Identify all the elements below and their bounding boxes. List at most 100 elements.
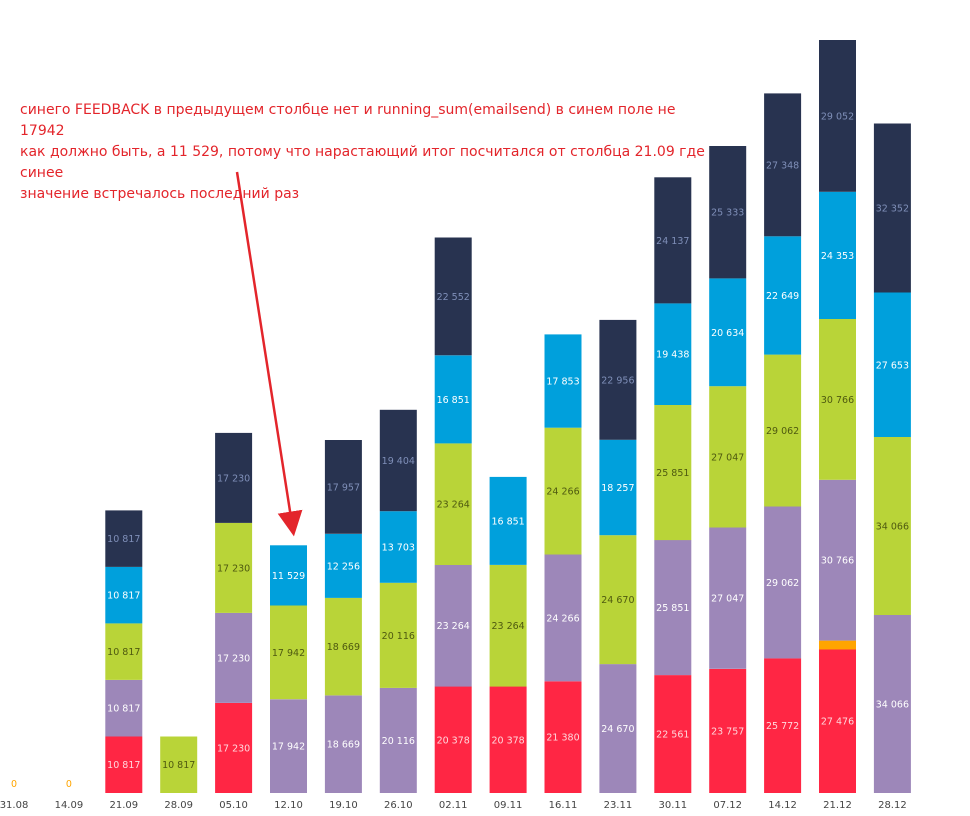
data-label: 20 634 bbox=[711, 328, 744, 339]
data-label: 24 137 bbox=[656, 236, 689, 247]
bar-segment bbox=[215, 612, 253, 703]
bar-segment bbox=[434, 443, 472, 565]
x-tick-label: 23.11 bbox=[604, 800, 633, 811]
bar-segment bbox=[379, 687, 417, 793]
bar-segment bbox=[434, 237, 472, 356]
bar-segment bbox=[873, 292, 911, 437]
x-tick-label: 21.09 bbox=[109, 800, 138, 811]
bar-segment bbox=[709, 278, 747, 387]
data-label: 25 333 bbox=[711, 208, 744, 219]
x-tick-label: 14.12 bbox=[768, 800, 797, 811]
bar-segment bbox=[105, 623, 143, 680]
bar-segment bbox=[654, 675, 692, 793]
data-label: 10 817 bbox=[107, 704, 140, 715]
data-label: 10 817 bbox=[107, 534, 140, 545]
data-label: 17 942 bbox=[272, 742, 305, 753]
bar-segment bbox=[764, 354, 802, 507]
data-label: 27 047 bbox=[711, 452, 744, 463]
data-label: 23 264 bbox=[437, 621, 470, 632]
x-tick-label: 12.10 bbox=[274, 800, 303, 811]
bar-segment bbox=[764, 236, 802, 355]
bar-segment bbox=[544, 554, 582, 682]
data-label: 34 066 bbox=[876, 700, 909, 711]
data-label: 16 851 bbox=[491, 516, 524, 527]
data-label: 17 942 bbox=[272, 648, 305, 659]
x-tick-label: 31.08 bbox=[0, 800, 28, 811]
bar-segment bbox=[270, 605, 307, 700]
x-tick-label: 19.10 bbox=[329, 800, 358, 811]
data-label: 22 561 bbox=[656, 730, 689, 741]
data-label: 12 256 bbox=[327, 561, 360, 572]
bar-segment bbox=[654, 405, 692, 541]
data-label: 24 670 bbox=[601, 724, 634, 735]
data-label: 29 052 bbox=[821, 111, 854, 122]
bar-segment bbox=[654, 303, 692, 405]
data-label: 30 766 bbox=[821, 395, 854, 406]
data-label: 20 378 bbox=[491, 735, 524, 746]
bar-segment bbox=[709, 668, 747, 793]
data-label: 23 757 bbox=[711, 726, 744, 737]
x-tick-label: 14.09 bbox=[55, 800, 84, 811]
bar-segment bbox=[434, 565, 472, 687]
data-label: 27 047 bbox=[711, 594, 744, 605]
data-label: 24 353 bbox=[821, 251, 854, 262]
data-label: 23 264 bbox=[491, 621, 524, 632]
data-label: 21 380 bbox=[546, 733, 579, 744]
bar-segment bbox=[819, 191, 856, 319]
bar-segment bbox=[379, 409, 417, 512]
data-label: 16 851 bbox=[437, 395, 470, 406]
bar-segment bbox=[819, 40, 856, 192]
x-tick-label: 26.10 bbox=[384, 800, 413, 811]
annotation-line: как должно быть, а 11 529, потому что на… bbox=[20, 144, 705, 181]
bar-segment bbox=[324, 597, 362, 696]
bar-segment bbox=[324, 533, 362, 598]
bar-segment bbox=[105, 510, 143, 567]
data-label: 25 851 bbox=[656, 603, 689, 614]
data-label: 25 772 bbox=[766, 721, 799, 732]
data-label: 25 851 bbox=[656, 468, 689, 479]
x-tick-label: 09.11 bbox=[494, 800, 523, 811]
bar-segment bbox=[873, 615, 911, 793]
data-label: 23 264 bbox=[437, 500, 470, 511]
bar-segment bbox=[215, 522, 253, 613]
data-label: 27 348 bbox=[766, 160, 799, 171]
data-label: 10 817 bbox=[107, 647, 140, 658]
data-label: 17 853 bbox=[546, 377, 579, 388]
data-label: 27 476 bbox=[821, 717, 854, 728]
data-label: 20 116 bbox=[382, 631, 415, 642]
bar-segment bbox=[434, 686, 472, 793]
data-label: 29 062 bbox=[766, 426, 799, 437]
data-label: 10 817 bbox=[162, 760, 195, 771]
bar-segment bbox=[105, 566, 143, 624]
data-label: 17 230 bbox=[217, 654, 250, 665]
data-label: 22 649 bbox=[766, 291, 799, 302]
data-label: 17 230 bbox=[217, 473, 250, 484]
x-tick-label: 02.11 bbox=[439, 800, 468, 811]
bar-segment bbox=[434, 355, 472, 444]
chart-annotation: синего FEEDBACK в предыдущем столбце нет… bbox=[20, 100, 720, 205]
x-axis: 31.08 14.09 21.09 28.09 05.10 12.10 19.10 26.10… bbox=[0, 800, 907, 811]
bar-segment bbox=[160, 736, 198, 793]
x-tick-label: 16.11 bbox=[549, 800, 578, 811]
bar-segment bbox=[599, 439, 637, 536]
x-tick-label: 28.12 bbox=[878, 800, 907, 811]
data-label: 22 552 bbox=[437, 292, 470, 303]
annotation-line: синего FEEDBACK в предыдущем столбце нет… bbox=[20, 102, 676, 139]
data-label: 17 230 bbox=[217, 744, 250, 755]
bar-segment bbox=[599, 535, 637, 665]
bar-segment bbox=[819, 319, 856, 480]
data-label: 11 529 bbox=[272, 571, 305, 582]
bar-segment bbox=[215, 703, 253, 793]
bar-segment bbox=[489, 686, 527, 793]
bar-segment bbox=[709, 527, 747, 669]
data-label: 17 957 bbox=[327, 483, 360, 494]
data-label: 18 257 bbox=[601, 483, 634, 494]
bar-segment bbox=[819, 479, 856, 641]
bar-segment bbox=[654, 177, 692, 304]
data-label: 32 352 bbox=[876, 204, 909, 215]
data-label: 27 653 bbox=[876, 360, 909, 371]
data-label: 10 817 bbox=[107, 760, 140, 771]
data-label: 18 669 bbox=[327, 740, 360, 751]
data-label: 29 062 bbox=[766, 578, 799, 589]
